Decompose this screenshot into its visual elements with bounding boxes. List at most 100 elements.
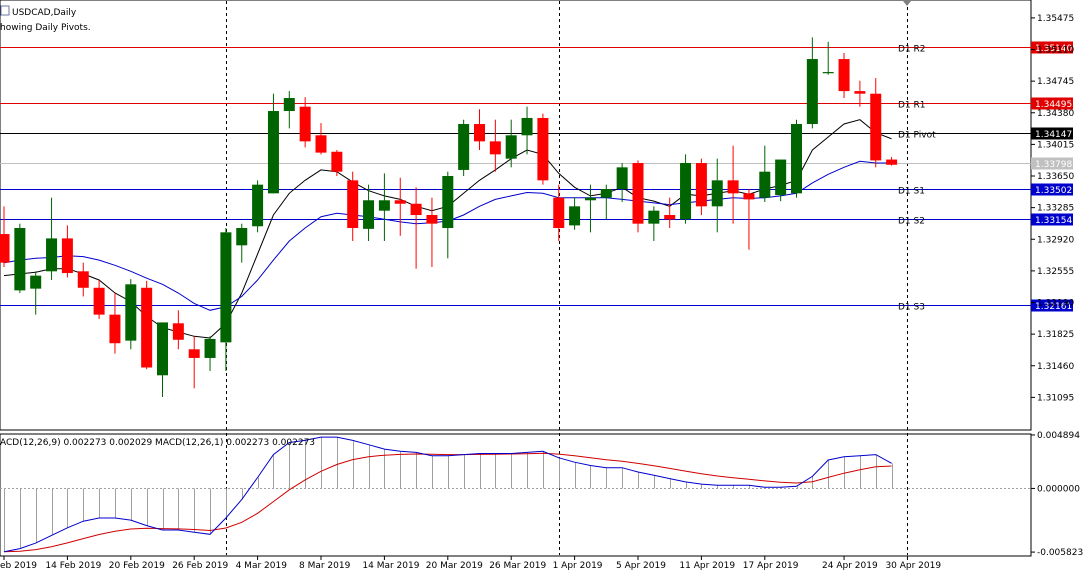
price-axis-label: 1.33650	[1037, 172, 1074, 182]
date-axis-label: 24 Apr 2019	[822, 561, 878, 571]
candle	[854, 80, 866, 107]
candle	[870, 78, 882, 168]
price-axis-label: 1.33285	[1037, 204, 1074, 214]
candle-body	[30, 275, 42, 289]
date-axis-label: 14 Mar 2019	[362, 561, 419, 571]
candle	[188, 336, 200, 389]
candle	[600, 184, 612, 220]
candle	[727, 145, 739, 224]
candle	[616, 163, 628, 203]
candle	[711, 158, 723, 233]
candle	[695, 158, 707, 215]
candle	[252, 180, 264, 233]
candle-body	[363, 200, 375, 229]
macd-panel-frame	[0, 433, 1032, 557]
candle-body	[553, 197, 565, 228]
chart-shift-marker[interactable]	[903, 1, 911, 6]
candle-body	[806, 59, 818, 125]
candle-body	[93, 287, 105, 315]
macd-main-line	[3, 436, 892, 553]
candle	[125, 279, 137, 350]
price-axis-label: 1.31460	[1037, 362, 1074, 372]
price-axis-label: 1.35110	[1037, 46, 1074, 56]
candle	[584, 184, 596, 233]
date-axis-label: 11 Apr 2019	[679, 561, 735, 571]
price-axis-label: 1.32555	[1037, 267, 1074, 277]
candle-body	[426, 215, 438, 224]
candle	[759, 145, 771, 203]
date-axis-label: 8 Mar 2019	[299, 561, 351, 571]
candle	[109, 292, 121, 354]
candle	[474, 109, 485, 151]
candle-body	[188, 349, 200, 358]
price-axis-label: 1.34745	[1037, 77, 1074, 87]
candle-body	[822, 72, 834, 74]
candle-body	[299, 106, 311, 142]
candle-body	[616, 167, 628, 190]
price-tag: 1.33502	[1031, 183, 1073, 196]
candle-body	[267, 111, 279, 194]
candle-body	[664, 215, 676, 220]
candle	[838, 52, 850, 99]
date-axis-label: 14 Feb 2019	[45, 561, 101, 571]
chart-header: USDCAD,Daily howing Daily Pivots.	[0, 5, 91, 33]
candle	[204, 336, 216, 371]
date-axis-label: eb 2019	[0, 561, 37, 571]
candle	[632, 160, 644, 233]
candle	[315, 123, 327, 155]
candle	[537, 113, 549, 185]
candle	[236, 223, 248, 263]
candle-body	[61, 238, 73, 274]
candle	[553, 184, 565, 241]
candle-body	[458, 124, 470, 170]
candle	[505, 119, 517, 168]
candle	[648, 206, 660, 241]
candle-body	[886, 159, 898, 165]
date-axis-label: 17 Apr 2019	[743, 561, 799, 571]
candle	[806, 37, 818, 129]
price-axis-label: 1.31825	[1037, 330, 1074, 340]
candle-body	[759, 171, 771, 198]
candle-body	[743, 193, 755, 200]
candle-body	[157, 322, 168, 376]
price-tag-background	[1031, 299, 1073, 312]
pivot-line-label: D1 S3	[898, 303, 925, 313]
candle	[822, 41, 834, 75]
price-tag-label: 1.33502	[1035, 186, 1072, 196]
candle-body	[0, 234, 10, 263]
candle	[489, 119, 501, 172]
candle	[30, 271, 42, 315]
main-chart-frame	[0, 0, 1032, 431]
candle	[93, 279, 105, 319]
symbol-label: USDCAD,Daily	[12, 8, 77, 18]
candle-body	[727, 180, 739, 194]
candle-body	[14, 227, 26, 291]
candle-body	[505, 135, 517, 159]
price-tag: 1.34147	[1031, 127, 1073, 140]
candle	[347, 171, 359, 241]
date-axis-label: 26 Mar 2019	[489, 561, 546, 571]
date-axis-label: 5 Apr 2019	[616, 561, 666, 571]
price-axis-label: 1.31095	[1037, 393, 1074, 403]
pivot-line-label: D1 R2	[898, 45, 926, 55]
macd-axis-label: 0.004894	[1037, 431, 1080, 441]
price-tag-label: 1.35140	[1035, 44, 1072, 54]
candle-body	[141, 287, 153, 368]
candle-body	[46, 238, 58, 272]
candle	[46, 197, 58, 280]
candle	[775, 159, 787, 202]
price-tag-label: 1.34147	[1035, 130, 1072, 140]
price-axis-label: 1.32920	[1037, 235, 1074, 245]
price-tag: 1.33154	[1031, 213, 1073, 226]
price-tag-background	[1031, 183, 1073, 196]
price-tag: 1.33798	[1031, 157, 1073, 170]
candle-body	[331, 151, 343, 172]
candle-body	[252, 184, 264, 227]
date-axis-label: 20 Mar 2019	[426, 561, 483, 571]
price-tag-label: 1.33154	[1035, 216, 1072, 226]
date-axis-label: 26 Feb 2019	[172, 561, 228, 571]
price-tag-label: 1.33798	[1035, 160, 1072, 170]
candle	[14, 223, 26, 293]
